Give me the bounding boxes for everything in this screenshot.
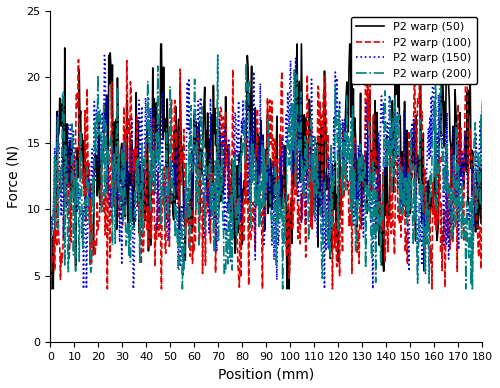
Legend: P2 warp (50), P2 warp (100), P2 warp (150), P2 warp (200): P2 warp (50), P2 warp (100), P2 warp (15…	[351, 17, 477, 84]
P2 warp (100)	[336, 250, 342, 255]
Line: P2 warp (150): P2 warp (150)	[50, 44, 482, 289]
P2 warp (50)	[48, 286, 54, 291]
P2 warp (50)	[159, 105, 165, 109]
P2 warp (150)	[480, 99, 486, 103]
P2 warp (100)	[124, 58, 130, 63]
P2 warp (200)	[480, 95, 486, 99]
P2 warp (100)	[362, 42, 368, 46]
P2 warp (200)	[124, 237, 130, 242]
P2 warp (150)	[302, 146, 308, 151]
P2 warp (200)	[374, 190, 380, 194]
P2 warp (50)	[374, 154, 380, 158]
P2 warp (150)	[430, 42, 436, 46]
P2 warp (200)	[48, 286, 54, 291]
P2 warp (200)	[244, 85, 250, 89]
P2 warp (50)	[480, 165, 486, 169]
P2 warp (100)	[158, 286, 164, 291]
P2 warp (100)	[374, 194, 380, 199]
P2 warp (150)	[158, 183, 164, 188]
P2 warp (150)	[243, 137, 249, 142]
P2 warp (100)	[243, 201, 249, 206]
P2 warp (100)	[302, 216, 308, 221]
P2 warp (50)	[158, 42, 164, 46]
P2 warp (100)	[48, 286, 54, 291]
P2 warp (50)	[124, 97, 130, 102]
Line: P2 warp (200): P2 warp (200)	[50, 55, 482, 289]
P2 warp (200)	[302, 146, 308, 151]
P2 warp (150)	[336, 125, 342, 130]
P2 warp (200)	[336, 144, 342, 148]
P2 warp (150)	[372, 236, 378, 241]
P2 warp (200)	[214, 53, 220, 57]
X-axis label: Position (mm): Position (mm)	[218, 367, 314, 381]
Line: P2 warp (50): P2 warp (50)	[50, 44, 482, 289]
P2 warp (50)	[244, 114, 250, 119]
P2 warp (150)	[48, 286, 54, 291]
P2 warp (100)	[480, 232, 486, 237]
P2 warp (50)	[302, 116, 308, 120]
P2 warp (50)	[336, 144, 342, 149]
P2 warp (200)	[158, 194, 164, 199]
P2 warp (150)	[124, 180, 130, 185]
Line: P2 warp (100): P2 warp (100)	[50, 44, 482, 289]
Y-axis label: Force (N): Force (N)	[7, 145, 21, 208]
